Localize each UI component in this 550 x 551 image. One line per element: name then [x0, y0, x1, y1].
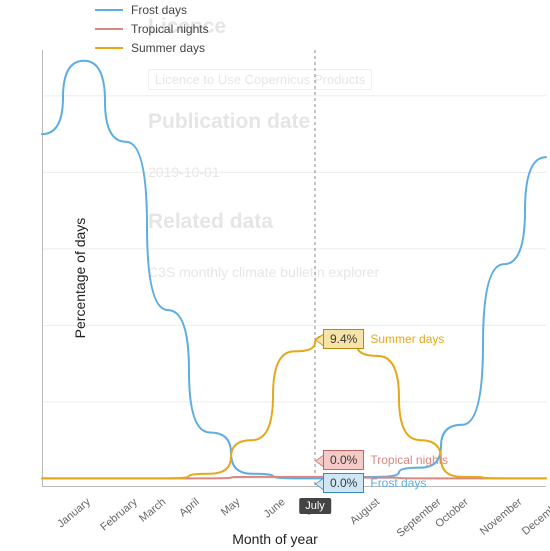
x-tick: August: [348, 496, 382, 527]
callout: 9.4% Summer days: [323, 329, 444, 349]
x-tick: November: [478, 496, 525, 538]
x-tick: April: [177, 496, 202, 519]
y-axis-label: Percentage of days: [72, 178, 88, 378]
hover-month-pill: July: [299, 498, 331, 514]
x-tick: December: [520, 496, 550, 538]
chart-container[interactable]: Frost days Tropical nights Summer days Per…: [0, 0, 550, 551]
legend-label: Frost days: [131, 3, 187, 17]
legend-item[interactable]: Summer days: [95, 38, 209, 57]
x-axis-label: Month of year: [0, 531, 550, 547]
callout-value: 0.0%: [323, 473, 364, 493]
legend-swatch: [95, 47, 123, 49]
legend-item[interactable]: Frost days: [95, 0, 209, 19]
callout-arrow: [316, 479, 323, 489]
legend-swatch: [95, 28, 123, 30]
x-tick: June: [262, 496, 288, 521]
legend-label: Summer days: [131, 41, 205, 55]
callout: 0.0% Tropical nights: [323, 450, 448, 470]
x-tick: March: [137, 496, 168, 525]
callout-arrow: [316, 456, 323, 466]
legend-label: Tropical nights: [131, 22, 209, 36]
callout-arrow: [316, 335, 323, 345]
callout-value: 9.4%: [323, 329, 364, 349]
legend: Frost days Tropical nights Summer days: [95, 0, 209, 57]
callout-label: Tropical nights: [370, 453, 448, 467]
x-tick: January: [55, 496, 93, 530]
x-ticks: JanuaryFebruaryMarch April May June July Augu…: [42, 492, 546, 532]
legend-swatch: [95, 9, 123, 11]
legend-item[interactable]: Tropical nights: [95, 19, 209, 38]
callout-value: 0.0%: [323, 450, 364, 470]
y-ticks: 0%5%10%15%20%25%: [0, 0, 40, 551]
x-tick: May: [219, 496, 243, 519]
callout-label: Frost days: [370, 476, 426, 490]
callout-label: Summer days: [370, 332, 444, 346]
callout: 0.0% Frost days: [323, 473, 426, 493]
x-tick: February: [98, 496, 139, 533]
